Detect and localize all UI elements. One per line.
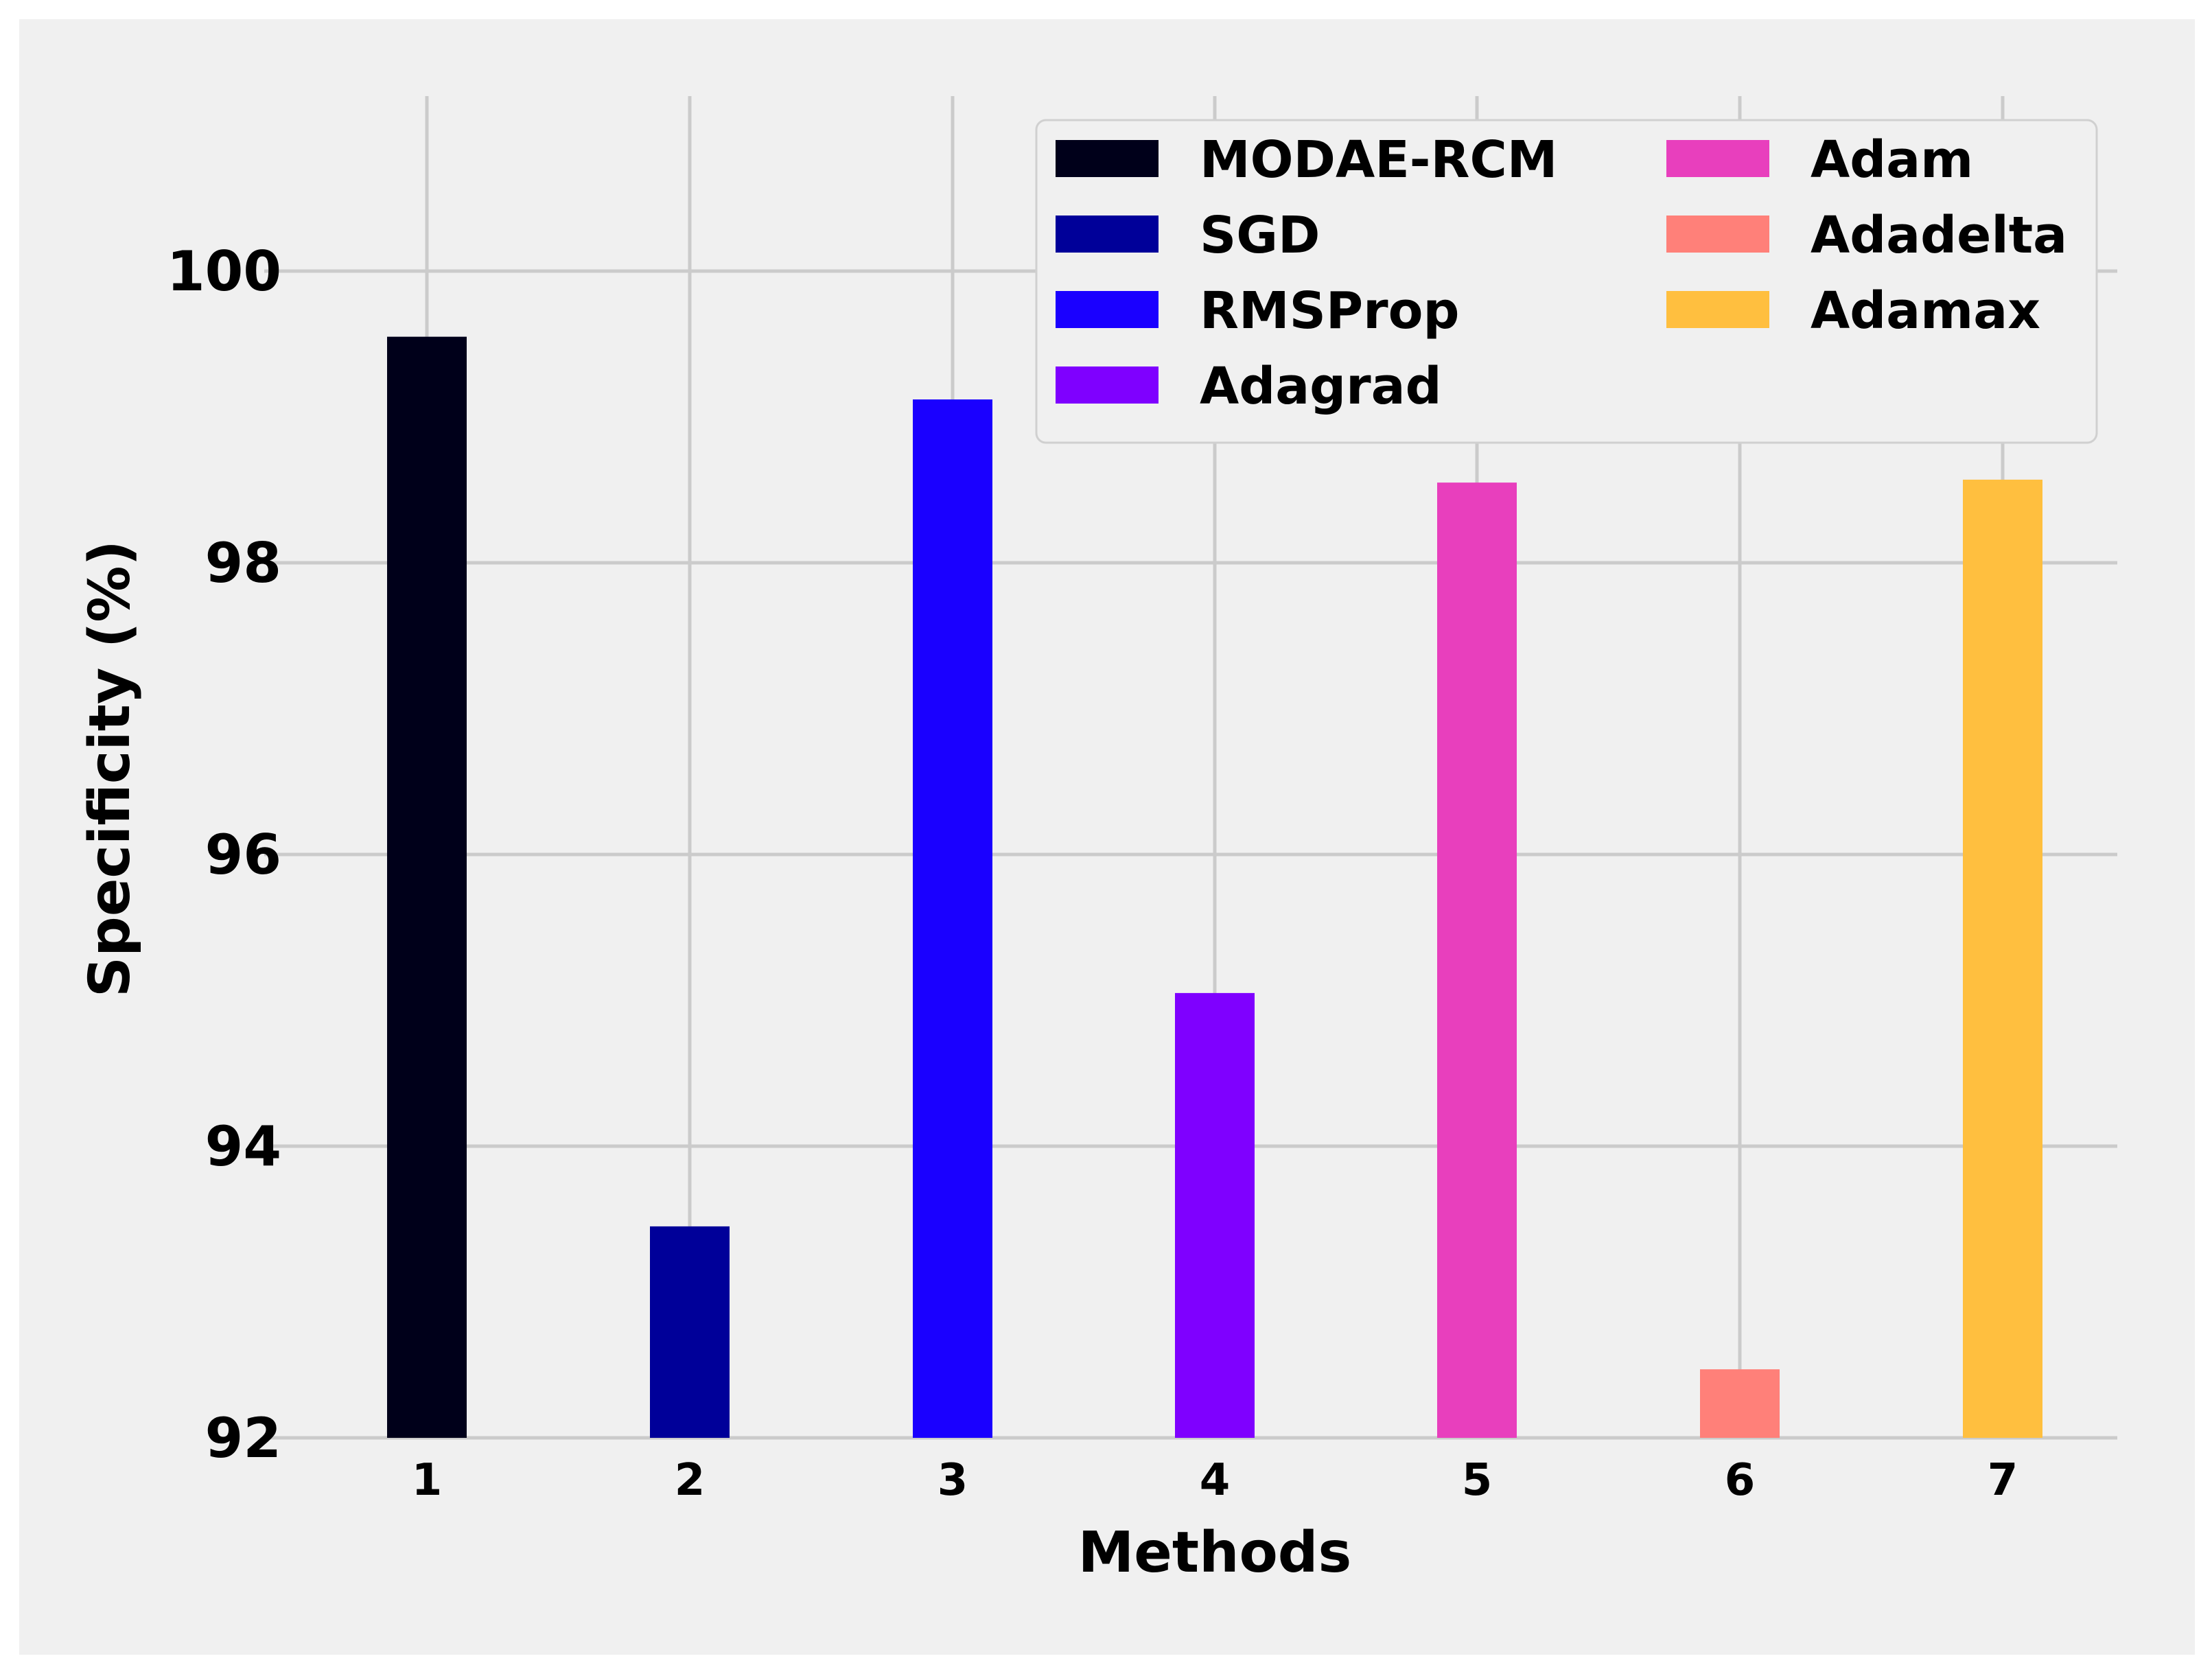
x-axis-label: Methods	[1078, 1520, 1352, 1585]
legend-swatch-adam	[1666, 140, 1769, 177]
y-axis-label: Specificity (%)	[78, 540, 143, 997]
legend-swatch-sgd	[1056, 216, 1159, 253]
legend-swatch-modae-rcm	[1056, 140, 1159, 177]
legend-label-adamax: Adamax	[1811, 281, 2040, 340]
legend-swatch-adamax	[1666, 291, 1769, 328]
x-tick-label-3: 3	[938, 1455, 968, 1506]
bar-adagrad	[1175, 992, 1255, 1438]
bar-adam	[1437, 482, 1517, 1438]
legend-label-adagrad: Adagrad	[1200, 357, 1442, 416]
legend-swatch-adadelta	[1666, 216, 1769, 253]
y-tick-label-94: 94	[205, 1115, 281, 1178]
bar-rmsprop	[913, 399, 992, 1438]
y-tick-label-98: 98	[205, 531, 281, 595]
y-tick-label-100: 100	[167, 240, 281, 303]
x-tick-label-7: 7	[1988, 1455, 2018, 1506]
legend-label-adam: Adam	[1811, 130, 1973, 189]
bars	[387, 336, 2042, 1438]
legend-label-adadelta: Adadelta	[1811, 206, 2067, 265]
legend-frame	[1035, 119, 2098, 444]
bar-sgd	[650, 1226, 730, 1438]
bar-modae-rcm	[387, 336, 467, 1438]
x-tick-label-1: 1	[412, 1455, 443, 1506]
y-tick-label-96: 96	[205, 823, 281, 887]
legend-swatch-rmsprop	[1056, 291, 1159, 328]
bar-adamax	[1963, 479, 2042, 1438]
legend-label-rmsprop: RMSProp	[1200, 281, 1459, 340]
legend-label-sgd: SGD	[1200, 206, 1320, 265]
y-axis-ticks: 92 94 96 98 100	[167, 240, 281, 1470]
legend-label-modae-rcm: MODAE-RCM	[1200, 130, 1557, 189]
x-axis-ticks: 1 2 3 4 5 6 7	[412, 1455, 2018, 1506]
x-tick-label-4: 4	[1200, 1455, 1231, 1506]
legend: MODAE-RCM SGD RMSProp Adagrad Adam Adadelta Ad…	[1035, 119, 2098, 444]
y-tick-label-92: 92	[205, 1406, 281, 1470]
x-tick-label-5: 5	[1462, 1455, 1493, 1506]
x-tick-label-6: 6	[1725, 1455, 1756, 1506]
legend-swatch-adagrad	[1056, 366, 1159, 404]
bar-adadelta	[1700, 1369, 1780, 1438]
x-tick-label-2: 2	[675, 1455, 706, 1506]
